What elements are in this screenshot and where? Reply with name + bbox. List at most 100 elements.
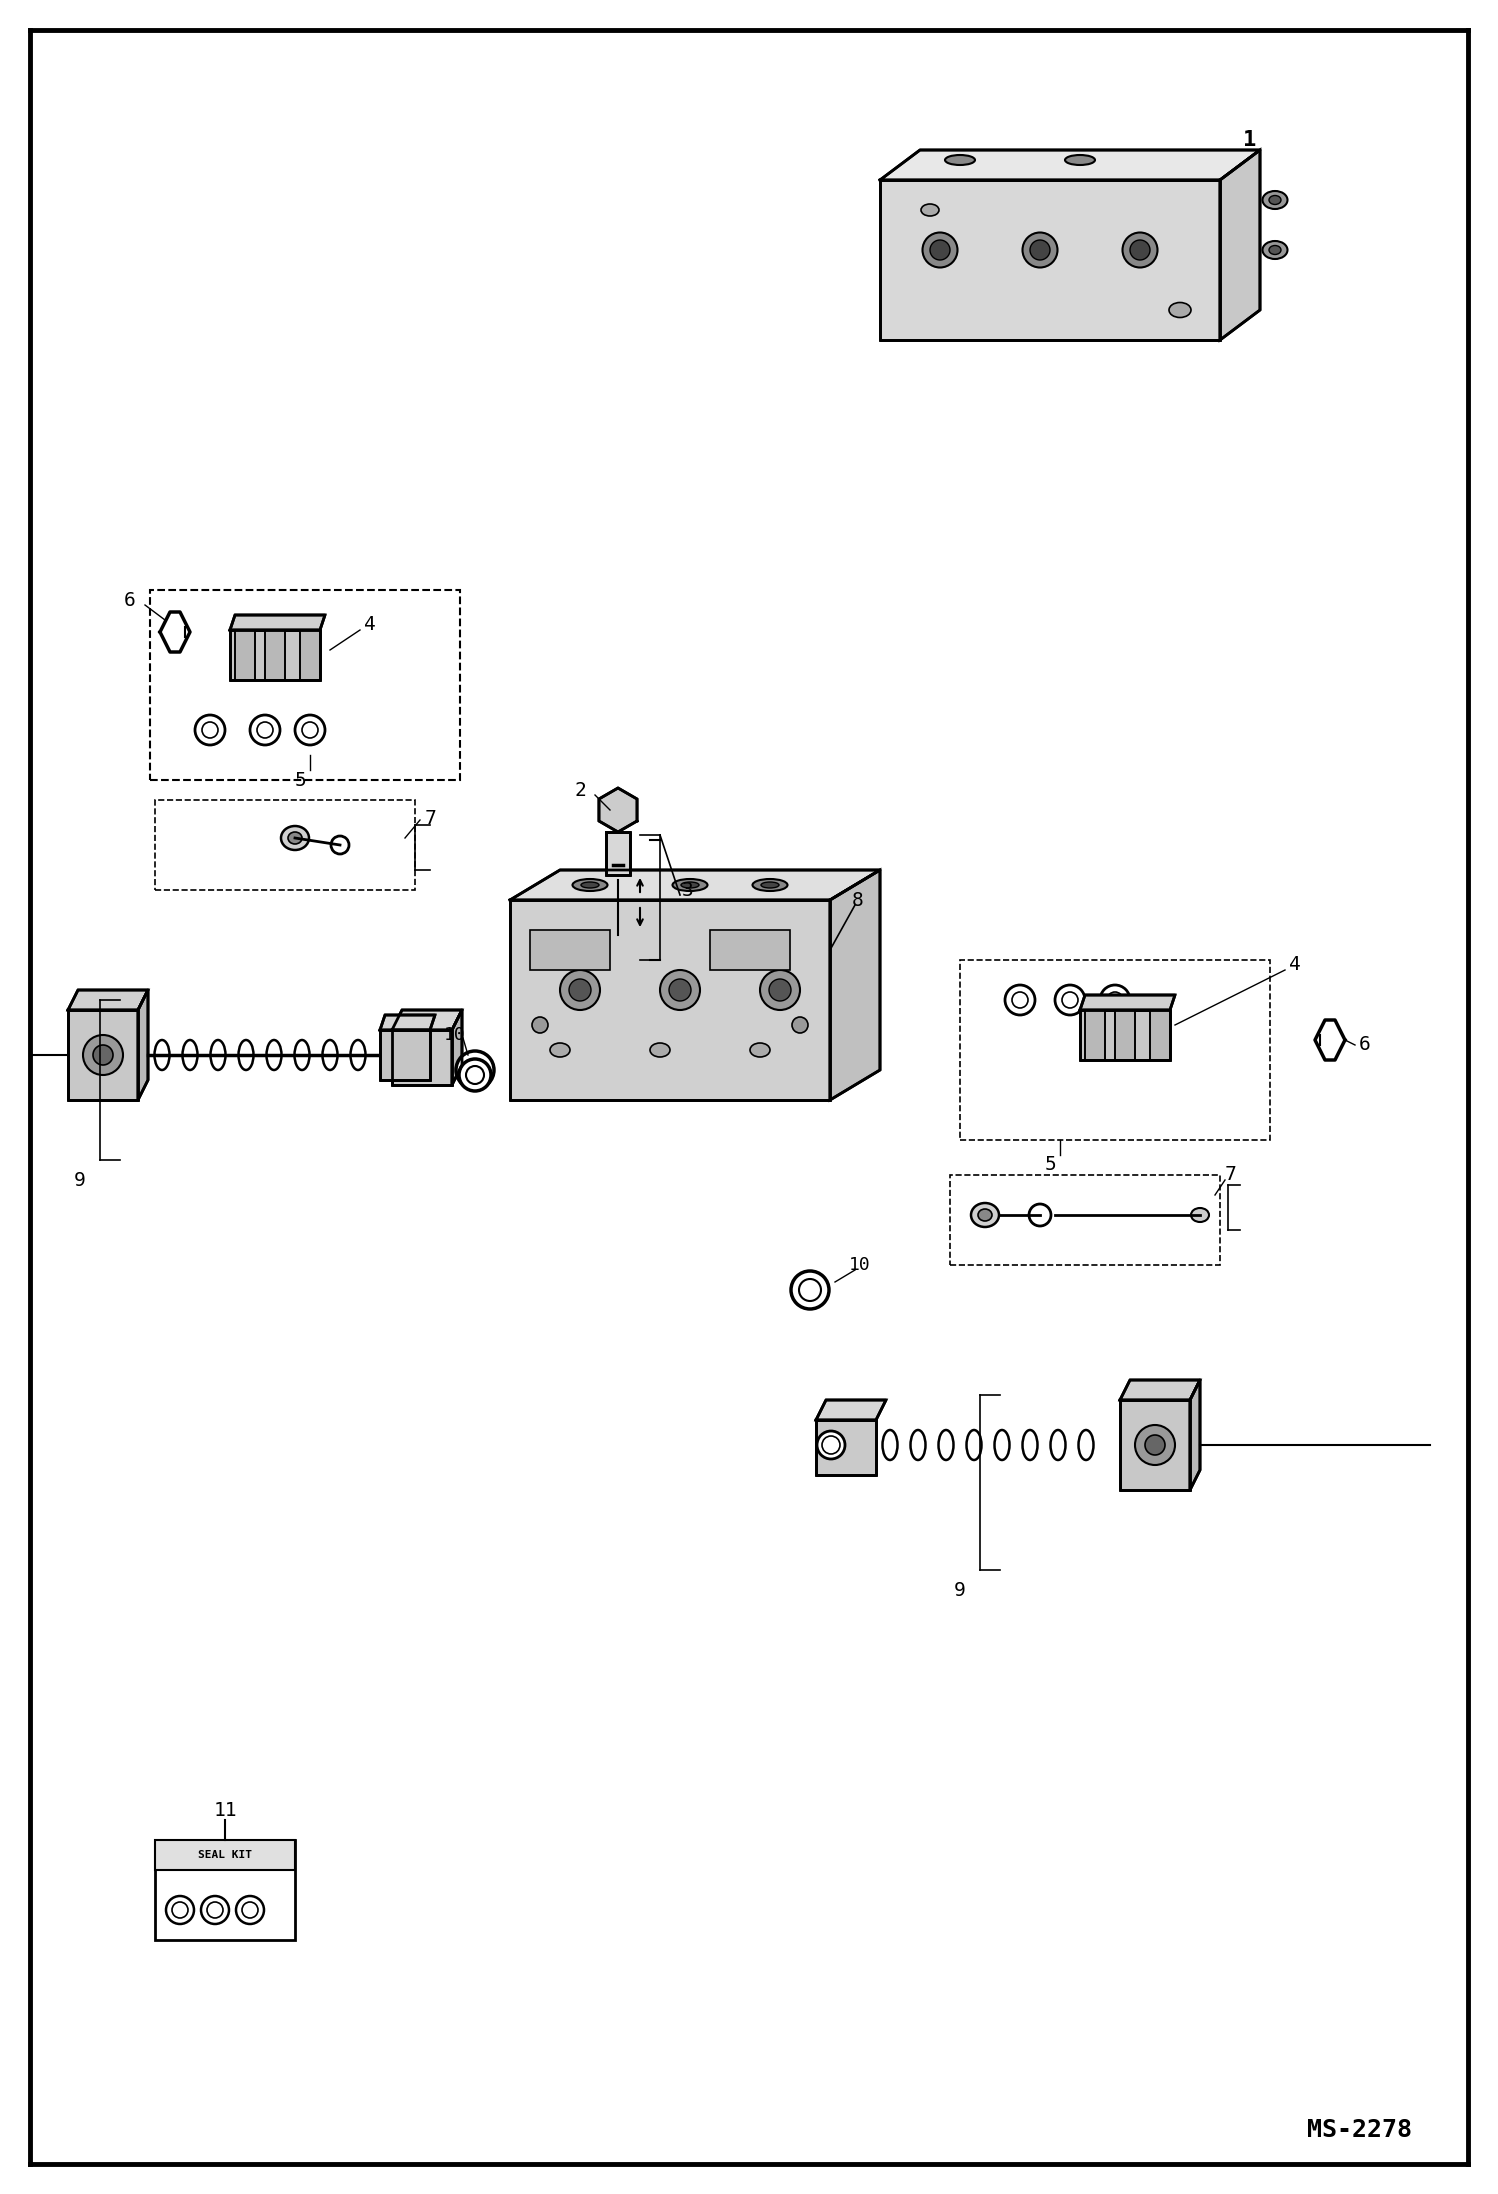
Text: 3: 3	[682, 880, 694, 900]
Ellipse shape	[1055, 985, 1085, 1016]
Ellipse shape	[750, 1042, 770, 1058]
Polygon shape	[138, 989, 148, 1099]
Ellipse shape	[1269, 246, 1281, 255]
Ellipse shape	[250, 715, 280, 746]
Ellipse shape	[791, 1270, 828, 1310]
Text: 9: 9	[73, 1172, 85, 1189]
Ellipse shape	[1013, 992, 1028, 1007]
Text: 2: 2	[574, 781, 586, 799]
Text: 9: 9	[954, 1580, 966, 1599]
Ellipse shape	[761, 882, 779, 889]
Ellipse shape	[670, 979, 691, 1000]
Polygon shape	[392, 1029, 452, 1086]
Ellipse shape	[682, 882, 700, 889]
Text: 4: 4	[364, 617, 376, 634]
Ellipse shape	[455, 1051, 494, 1088]
Polygon shape	[452, 1009, 461, 1086]
Ellipse shape	[351, 1040, 366, 1071]
Ellipse shape	[282, 825, 309, 849]
Polygon shape	[235, 630, 255, 680]
Ellipse shape	[798, 1279, 821, 1301]
Ellipse shape	[93, 1044, 112, 1064]
Ellipse shape	[923, 233, 957, 268]
Ellipse shape	[303, 722, 318, 737]
Ellipse shape	[238, 1040, 253, 1071]
Ellipse shape	[978, 1209, 992, 1222]
Ellipse shape	[1129, 239, 1150, 261]
Polygon shape	[1080, 1009, 1170, 1060]
Ellipse shape	[569, 979, 592, 1000]
Ellipse shape	[1050, 1430, 1065, 1459]
Polygon shape	[509, 871, 879, 900]
Ellipse shape	[911, 1430, 926, 1459]
Ellipse shape	[1269, 195, 1281, 204]
Ellipse shape	[1029, 1205, 1052, 1226]
Ellipse shape	[650, 1042, 670, 1058]
Ellipse shape	[882, 1430, 897, 1459]
Ellipse shape	[211, 1040, 226, 1071]
Ellipse shape	[1122, 233, 1158, 268]
Ellipse shape	[1079, 1430, 1094, 1459]
Polygon shape	[816, 1400, 885, 1420]
Bar	[950, 1176, 1219, 1266]
Circle shape	[532, 1018, 548, 1033]
Text: 7: 7	[1224, 1165, 1236, 1185]
Circle shape	[792, 1018, 807, 1033]
Bar	[530, 930, 610, 970]
Polygon shape	[830, 871, 879, 1099]
Ellipse shape	[550, 1042, 571, 1058]
Ellipse shape	[1263, 191, 1287, 208]
Polygon shape	[879, 149, 1260, 180]
Polygon shape	[1085, 1009, 1106, 1060]
Polygon shape	[1115, 1009, 1135, 1060]
Ellipse shape	[752, 880, 788, 891]
Polygon shape	[1080, 996, 1174, 1009]
Ellipse shape	[258, 722, 273, 737]
Ellipse shape	[466, 1066, 484, 1084]
Ellipse shape	[945, 156, 975, 165]
Ellipse shape	[921, 204, 939, 215]
Text: 6: 6	[1359, 1036, 1371, 1055]
Ellipse shape	[661, 970, 700, 1009]
Ellipse shape	[1107, 992, 1124, 1007]
Text: 11: 11	[213, 1801, 237, 1819]
Ellipse shape	[581, 882, 599, 889]
Circle shape	[207, 1902, 223, 1918]
Ellipse shape	[1005, 985, 1035, 1016]
Ellipse shape	[295, 1040, 310, 1071]
Ellipse shape	[195, 715, 225, 746]
Ellipse shape	[288, 832, 303, 845]
Ellipse shape	[816, 1430, 845, 1459]
Ellipse shape	[1168, 303, 1191, 318]
Ellipse shape	[154, 1040, 169, 1071]
Ellipse shape	[768, 979, 791, 1000]
Text: 4: 4	[1290, 957, 1300, 974]
Ellipse shape	[458, 1060, 491, 1090]
Text: 7: 7	[424, 810, 436, 827]
Ellipse shape	[995, 1430, 1010, 1459]
Ellipse shape	[572, 880, 608, 891]
Ellipse shape	[183, 1040, 198, 1071]
Text: SEAL KIT: SEAL KIT	[198, 1850, 252, 1861]
Polygon shape	[231, 614, 325, 630]
Polygon shape	[816, 1420, 876, 1474]
Ellipse shape	[1031, 239, 1050, 261]
Polygon shape	[1189, 1380, 1200, 1490]
Bar	[154, 801, 415, 891]
Bar	[960, 961, 1270, 1141]
Polygon shape	[607, 832, 631, 875]
Text: 6: 6	[124, 590, 136, 610]
Circle shape	[172, 1902, 189, 1918]
Polygon shape	[380, 1016, 434, 1029]
Polygon shape	[380, 1029, 430, 1079]
Circle shape	[201, 1896, 229, 1924]
Text: 1: 1	[1243, 129, 1257, 149]
Text: 10: 10	[849, 1255, 870, 1275]
Polygon shape	[265, 630, 285, 680]
Polygon shape	[67, 989, 148, 1009]
Ellipse shape	[1144, 1435, 1165, 1455]
Ellipse shape	[966, 1430, 981, 1459]
Text: 10: 10	[443, 1027, 466, 1044]
Text: MS-2278: MS-2278	[1308, 2117, 1413, 2141]
Text: 5: 5	[294, 770, 306, 790]
